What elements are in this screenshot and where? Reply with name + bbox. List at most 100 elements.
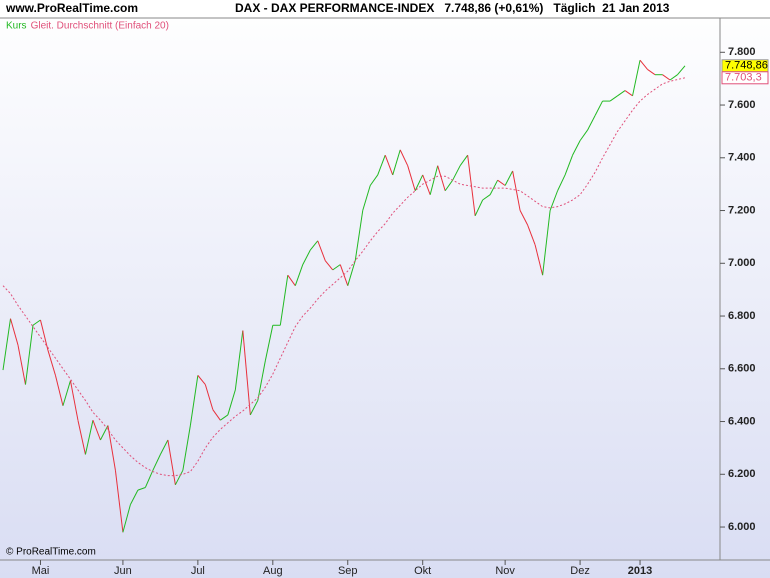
price-segment (407, 165, 416, 191)
price-segment (204, 384, 214, 410)
price-segment (159, 439, 169, 455)
price-segment (639, 59, 648, 70)
price-segment (512, 170, 521, 211)
last-value-box (721, 71, 769, 85)
x-tick-label: Aug (263, 565, 283, 577)
price-segment (122, 504, 131, 533)
price-segment (144, 470, 154, 488)
price-segment (62, 380, 71, 406)
price-segment (92, 420, 101, 441)
price-segment (489, 179, 499, 195)
price-segment (287, 274, 296, 286)
price-segment (444, 179, 454, 192)
price-segment (474, 199, 484, 217)
price-segment (422, 174, 431, 195)
price-segment (332, 264, 341, 271)
y-tick-label: 7.400 (728, 152, 756, 164)
price-segment (129, 489, 139, 505)
price-segment (549, 190, 559, 211)
price-segment (77, 420, 86, 455)
legend-entry: Gleit. Durchschnitt (Einfach 20) (31, 21, 169, 32)
price-segment (557, 174, 566, 191)
price-segment (2, 318, 11, 371)
price-segment (317, 240, 326, 261)
price-segment (369, 174, 379, 186)
price-segment (54, 375, 64, 406)
price-segment (632, 60, 641, 96)
price-segment (84, 420, 94, 455)
price-segment (264, 325, 274, 361)
price-segment (167, 439, 176, 485)
price-segment (17, 344, 26, 385)
price-segment (362, 185, 371, 211)
header-bar (0, 0, 770, 18)
y-tick-label: 6.600 (728, 363, 756, 375)
price-segment (594, 100, 604, 116)
price-segment (324, 260, 334, 271)
price-segment (152, 454, 161, 471)
price-segment (384, 154, 394, 176)
legend-entry: Kurs (6, 21, 27, 32)
price-segment (69, 380, 79, 421)
price-segment (47, 350, 56, 376)
price-segment (10, 318, 19, 346)
legend: Kurs Gleit. Durchschnitt (Einfach 20) (6, 21, 169, 32)
price-segment (302, 249, 311, 265)
x-tick-label: 2013 (628, 565, 652, 577)
price-segment (212, 409, 221, 421)
price-segment (392, 149, 401, 176)
price-segment (257, 360, 266, 401)
price-segment (377, 154, 386, 176)
price-segment (39, 319, 49, 351)
x-tick-label: Jun (114, 565, 132, 577)
price-segment (609, 95, 618, 102)
price-segment (399, 149, 409, 166)
y-tick-label: 6.000 (728, 521, 756, 533)
price-segment (579, 129, 588, 141)
price-segment (527, 224, 536, 245)
last-value-label: 7.703,3 (725, 72, 762, 84)
y-tick-label: 6.800 (728, 310, 756, 322)
price-segment (107, 425, 116, 471)
price-segment (24, 325, 34, 385)
site-name: www.ProRealTime.com (5, 1, 138, 15)
price-segment (504, 170, 514, 186)
x-tick-label: Jul (191, 565, 205, 577)
y-tick-label: 6.200 (728, 468, 756, 480)
price-segment (624, 90, 633, 97)
price-segment (429, 165, 439, 195)
price-segment (519, 210, 529, 226)
price-segment (234, 330, 244, 390)
price-segment (174, 470, 184, 486)
price-segment (249, 400, 259, 416)
y-tick-label: 7.800 (728, 46, 756, 58)
price-segment (347, 260, 356, 286)
price-segment (437, 165, 446, 191)
y-tick-label: 6.400 (728, 415, 756, 427)
price-segment (189, 375, 199, 426)
x-tick-label: Okt (414, 565, 431, 577)
last-value-label: 7.748,86 (725, 60, 768, 72)
x-tick-label: Mai (32, 565, 50, 577)
price-segment (677, 65, 686, 76)
price-segment (647, 69, 656, 76)
price-segment (182, 425, 191, 471)
price-segment (294, 264, 304, 286)
price-segment (459, 154, 469, 166)
price-segment (542, 210, 551, 276)
price-segment (452, 165, 461, 181)
price-segment (669, 74, 678, 81)
price-segment (572, 140, 581, 156)
price-segment (497, 179, 506, 186)
copyright: © ProRealTime.com (6, 547, 96, 558)
price-segment (242, 330, 251, 415)
x-tick-label: Nov (495, 565, 515, 577)
price-segment (309, 240, 319, 251)
price-segment (32, 319, 41, 326)
x-tick-label: Dez (570, 565, 590, 577)
price-segment (534, 244, 544, 276)
x-tick-label: Sep (338, 565, 358, 577)
y-tick-label: 7.600 (728, 99, 756, 111)
